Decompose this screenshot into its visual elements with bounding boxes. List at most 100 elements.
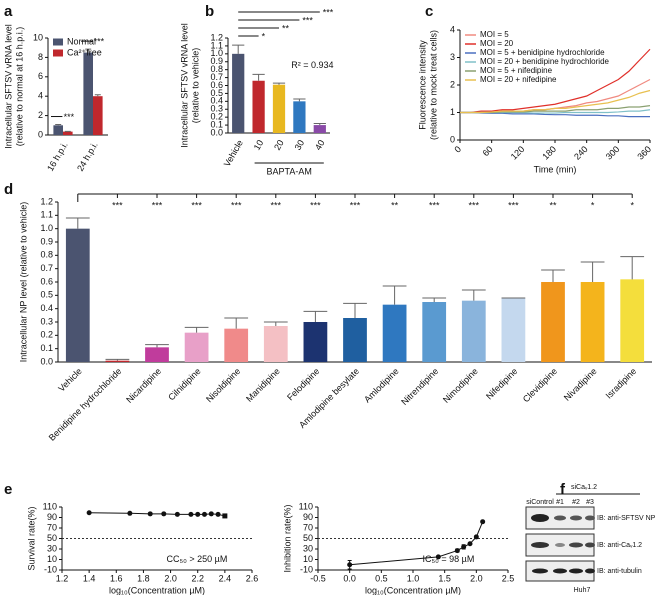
band xyxy=(570,515,582,521)
bar xyxy=(252,80,265,133)
bar xyxy=(184,332,209,362)
row-label: IB: anti-SFTSV NP xyxy=(597,515,656,522)
significance: *** xyxy=(323,7,334,17)
bar xyxy=(232,53,245,134)
legend-label: Normal xyxy=(67,36,96,46)
y-tick-label: 0 xyxy=(38,129,43,139)
y-tick-label: 50 xyxy=(47,533,57,543)
x-tick-label: 1.5 xyxy=(438,573,451,583)
bar xyxy=(53,125,63,135)
lane-label: siControl xyxy=(526,499,554,506)
error-bar xyxy=(580,261,605,282)
significance: * xyxy=(630,200,634,210)
y-tick-label: -10 xyxy=(300,564,313,574)
band xyxy=(569,568,583,574)
error-bar xyxy=(343,302,367,318)
point xyxy=(147,511,153,517)
point xyxy=(467,541,473,547)
y-axis-label: Intracellular NP level (relative to vehi… xyxy=(18,202,28,362)
x-tick-label: 180 xyxy=(540,144,558,162)
x-tick-label: 2.0 xyxy=(470,573,483,583)
x-tick-label: Isradipine xyxy=(604,366,639,401)
y-tick-label: 70 xyxy=(303,522,313,532)
y-tick-label: 0.7 xyxy=(210,72,223,82)
y-tick-label: 0.5 xyxy=(40,290,53,300)
x-tick-label: Felodipine xyxy=(285,366,321,402)
row-label: IB: anti-tubulin xyxy=(597,568,642,575)
y-tick-label: 0.9 xyxy=(40,236,53,246)
y-tick-label: 2 xyxy=(450,79,455,89)
error-bar xyxy=(145,344,169,348)
error-bar xyxy=(272,82,286,85)
error-bar xyxy=(184,326,209,333)
x-tick-label: 20 xyxy=(272,138,286,152)
panel-letter: a xyxy=(4,3,13,20)
y-tick-label: -10 xyxy=(44,564,57,574)
y-tick-label: 50 xyxy=(303,533,313,543)
error-bar xyxy=(232,44,245,54)
y-tick-label: 0.7 xyxy=(40,263,53,273)
x-tick-label: Amlodipine xyxy=(362,366,401,405)
point xyxy=(215,511,221,517)
bar xyxy=(541,282,565,362)
y-tick-label: 30 xyxy=(303,543,313,553)
bar xyxy=(65,228,90,362)
x-tick-label: 60 xyxy=(481,144,495,158)
point xyxy=(202,511,207,517)
y-tick-label: 10 xyxy=(303,554,313,564)
x-tick-label: 24 h.p.i. xyxy=(75,140,100,173)
y-tick-label: 0.6 xyxy=(210,80,223,90)
x-tick-label: 2.6 xyxy=(246,573,259,583)
y-tick-label: 0.4 xyxy=(40,303,53,313)
x-tick-label: 1.8 xyxy=(137,573,150,583)
y-tick-label: 6 xyxy=(38,71,43,81)
bar xyxy=(83,52,93,135)
legend-label: MOI = 20 + nifedipine xyxy=(480,75,557,84)
bar xyxy=(272,84,286,133)
bar xyxy=(303,322,328,362)
y-tick-label: 0.0 xyxy=(210,127,223,137)
significance: *** xyxy=(310,200,321,210)
error-bar xyxy=(85,48,92,53)
error-bar xyxy=(55,124,62,126)
bar xyxy=(422,302,447,362)
error-bar xyxy=(65,217,90,229)
y-tick-label: 1.2 xyxy=(40,196,53,206)
y-tick-label: 0.5 xyxy=(210,88,223,98)
y-axis-label: (relative to vehicle) xyxy=(190,48,200,124)
band xyxy=(555,543,565,547)
y-tick-label: 1.1 xyxy=(40,210,53,220)
significance: ** xyxy=(282,23,290,33)
significance: *** xyxy=(271,200,282,210)
x-tick-label: Clevidipine xyxy=(521,366,559,404)
panel-letter: d xyxy=(4,181,13,198)
band xyxy=(553,568,567,574)
x-tick-label: 2.2 xyxy=(191,573,204,583)
y-tick-label: 110 xyxy=(299,501,313,511)
x-tick-label: 10 xyxy=(252,138,266,152)
band xyxy=(531,542,549,548)
y-tick-label: 0.3 xyxy=(210,104,223,114)
significance: *** xyxy=(508,200,519,210)
significance: *** xyxy=(191,200,202,210)
legend-swatch xyxy=(53,38,63,46)
significance: *** xyxy=(112,200,123,210)
x-tick-label: 120 xyxy=(509,144,527,162)
band xyxy=(569,542,583,548)
point xyxy=(435,554,441,560)
point xyxy=(347,562,353,568)
y-tick-label: 0.6 xyxy=(40,276,53,286)
y-axis-label: Survival rate(%) xyxy=(26,506,36,570)
group-label: BAPTA-AM xyxy=(267,166,312,176)
bar xyxy=(93,96,103,135)
significance: *** xyxy=(469,200,480,210)
x-tick-label: 2.0 xyxy=(164,573,177,583)
x-tick-label: 1.4 xyxy=(83,573,96,583)
band xyxy=(585,568,595,574)
x-tick-label: 240 xyxy=(572,144,590,162)
point xyxy=(195,511,201,517)
x-tick-label: Nifedipine xyxy=(484,366,519,401)
error-bar xyxy=(224,317,249,329)
point xyxy=(473,534,479,540)
error-bar xyxy=(541,269,565,282)
